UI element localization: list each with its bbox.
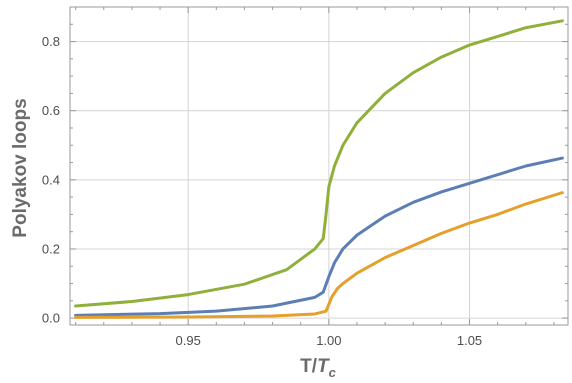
series-line-3 [74,191,564,319]
y-axis-title: Polyakov loops [10,98,31,237]
plot-frame [69,6,569,326]
x-tick-label: 1.05 [457,333,482,348]
x-tick-label: 1.00 [316,333,341,348]
grid-lines [70,7,568,325]
x-axis-title: T/Tc [300,356,337,380]
y-tick-label: 0.4 [42,172,60,187]
axis-ticks: 0.95 1.00 1.05 0.0 0.2 0.4 0.6 0.8 [42,7,568,348]
x-axis-title-main: T/ [300,356,318,377]
y-tick-label: 0.8 [42,34,60,49]
data-series [74,19,564,319]
series-line-2 [74,156,564,317]
y-tick-label: 0.0 [42,311,60,326]
x-tick-label: 0.95 [176,333,201,348]
y-tick-label: 0.6 [42,103,60,118]
series-line-1 [74,19,564,308]
y-tick-label: 0.2 [42,241,60,256]
x-axis-title-subscript: c [329,365,337,380]
x-axis-title-italic: T [317,356,330,377]
